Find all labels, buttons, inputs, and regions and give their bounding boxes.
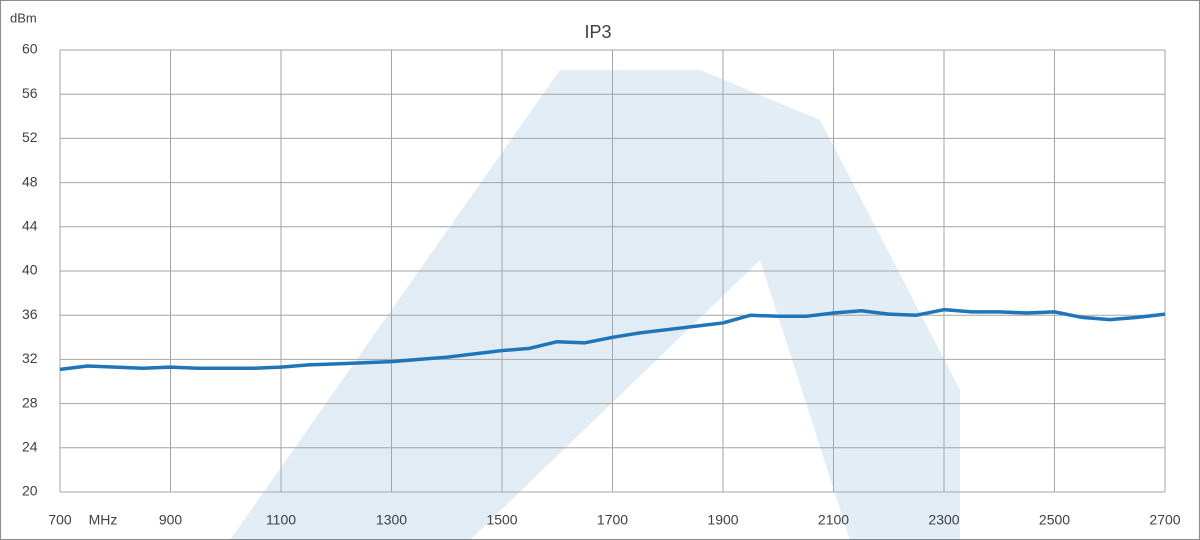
y-tick-label: 52 [22,129,38,145]
x-tick-label: 1500 [486,512,517,528]
y-tick-label: 20 [22,483,38,499]
y-tick-label: 32 [22,350,38,366]
y-tick-label: 40 [22,262,38,278]
x-tick-label: 700 [48,512,72,528]
x-tick-label: 2700 [1149,512,1180,528]
y-tick-label: 36 [22,306,38,322]
y-tick-label: 24 [22,439,38,455]
x-tick-label: 2100 [818,512,849,528]
x-tick-label: 1100 [266,512,296,528]
x-tick-label: 1700 [597,512,628,528]
y-tick-label: 48 [22,173,38,189]
y-tick-label: 56 [22,85,38,101]
x-tick-label: 1900 [707,512,738,528]
y-tick-label: 28 [22,394,38,410]
data-line [59,307,1166,372]
x-tick-label: 1300 [376,512,407,528]
watermark [230,70,960,540]
x-tick-label: 2500 [1039,512,1070,528]
y-tick-label: 60 [22,41,38,57]
x-tick-label: 2300 [928,512,959,528]
chart-title: IP3 [584,22,611,42]
y-axis-label: dBm [10,10,37,25]
x-tick-label: 900 [159,512,183,528]
x-axis-label: MHz [89,512,118,528]
y-tick-label: 44 [22,218,38,234]
